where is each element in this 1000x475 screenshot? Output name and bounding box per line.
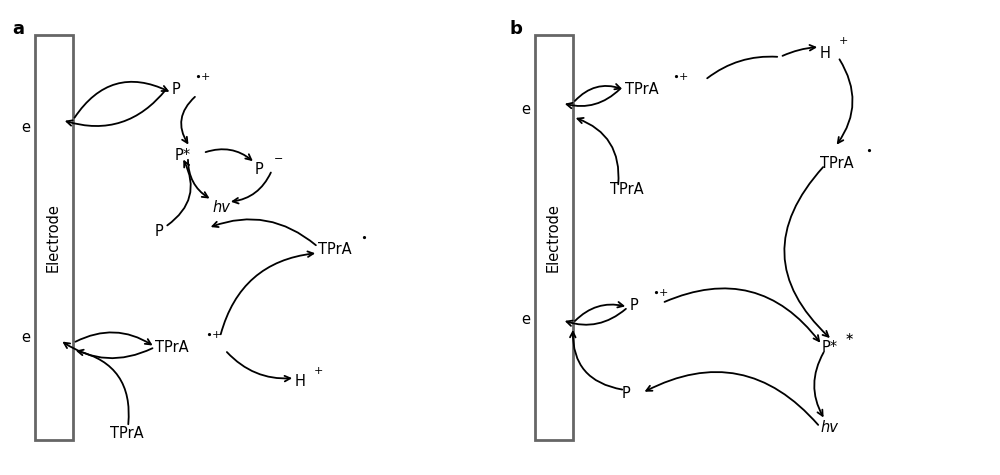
Text: $-$: $-$ [273, 152, 283, 162]
Text: $\bullet$+: $\bullet$+ [652, 286, 669, 297]
FancyArrowPatch shape [578, 118, 619, 184]
Text: $\bullet$+: $\bullet$+ [672, 72, 689, 83]
Text: TPrA: TPrA [318, 243, 352, 257]
Text: b: b [510, 20, 523, 38]
FancyArrowPatch shape [784, 167, 829, 337]
FancyArrowPatch shape [814, 352, 824, 416]
Text: $+$: $+$ [838, 35, 848, 46]
FancyArrowPatch shape [838, 59, 853, 143]
FancyArrowPatch shape [75, 332, 151, 344]
Text: $\bullet$: $\bullet$ [865, 145, 872, 155]
Text: P*: P* [822, 341, 838, 355]
Text: P: P [172, 83, 181, 97]
FancyArrowPatch shape [221, 251, 313, 334]
Text: $\bullet$+: $\bullet$+ [205, 329, 222, 340]
Text: hv: hv [820, 420, 838, 436]
FancyArrowPatch shape [64, 342, 153, 358]
FancyArrowPatch shape [167, 162, 191, 226]
Text: TPrA: TPrA [155, 340, 189, 354]
FancyArrowPatch shape [233, 172, 271, 203]
Bar [535, 35, 573, 440]
Bar [35, 35, 73, 440]
FancyArrowPatch shape [707, 57, 777, 78]
FancyArrowPatch shape [212, 219, 316, 245]
Text: e: e [21, 120, 30, 134]
FancyArrowPatch shape [75, 82, 168, 118]
Text: TPrA: TPrA [820, 155, 854, 171]
Text: e: e [21, 330, 30, 344]
Text: $\ast$: $\ast$ [844, 332, 854, 342]
FancyArrowPatch shape [188, 160, 208, 198]
Text: TPrA: TPrA [610, 182, 644, 198]
FancyArrowPatch shape [206, 149, 251, 160]
FancyArrowPatch shape [567, 309, 626, 326]
Text: $+$: $+$ [313, 364, 323, 376]
Text: Electrode: Electrode [546, 204, 561, 273]
Text: P: P [622, 386, 631, 400]
Text: H: H [820, 46, 831, 60]
FancyArrowPatch shape [646, 372, 818, 425]
Text: P: P [155, 224, 164, 238]
Text: $\bullet$+: $\bullet$+ [194, 72, 211, 83]
FancyArrowPatch shape [181, 97, 195, 143]
Text: $\bullet$: $\bullet$ [360, 232, 367, 242]
FancyArrowPatch shape [567, 89, 620, 108]
FancyArrowPatch shape [67, 89, 166, 126]
Text: H: H [295, 374, 306, 390]
Text: TPrA: TPrA [110, 426, 144, 440]
Text: P*: P* [175, 148, 191, 162]
FancyArrowPatch shape [227, 352, 290, 381]
FancyArrowPatch shape [665, 288, 819, 341]
FancyArrowPatch shape [575, 302, 623, 321]
FancyArrowPatch shape [783, 45, 815, 56]
Text: hv: hv [212, 200, 230, 215]
Text: P: P [255, 162, 264, 178]
FancyArrowPatch shape [570, 332, 622, 390]
Text: Electrode: Electrode [46, 204, 61, 273]
FancyArrowPatch shape [575, 84, 620, 101]
Text: e: e [521, 103, 530, 117]
FancyArrowPatch shape [78, 350, 129, 424]
Text: TPrA: TPrA [625, 83, 659, 97]
Text: P: P [630, 297, 639, 313]
Text: e: e [521, 313, 530, 327]
Text: a: a [12, 20, 24, 38]
